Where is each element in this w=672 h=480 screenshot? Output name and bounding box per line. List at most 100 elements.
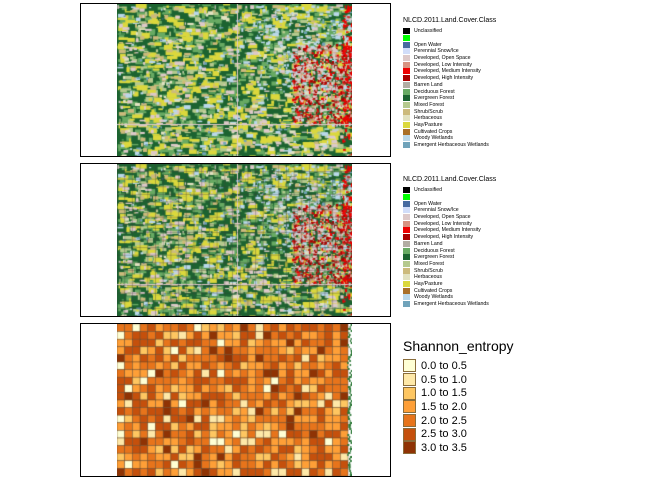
landcover-grid-legend: NLCD.2011.Land.Cover.Class Unclassified O…	[403, 175, 497, 308]
landcover-grid-legend-swatch	[403, 260, 410, 267]
landcover-legend-label: Unclassified	[414, 28, 442, 35]
landcover-grid-legend-label: Developed, High Intensity	[414, 234, 474, 241]
landcover-legend-swatch	[403, 108, 410, 115]
entropy-legend-swatch	[403, 427, 416, 441]
landcover-grid-legend-item: Developed, Open Space	[403, 214, 496, 221]
landcover-grid-legend-item: Hay/Pasture	[403, 280, 496, 288]
entropy-legend-label: 0.0 to 0.5	[421, 359, 467, 372]
landcover-grid-legend-item: Perennial Snow/Ice	[403, 207, 496, 214]
entropy-legend-item: 0.5 to 1.0	[403, 373, 514, 387]
entropy-legend-item: 2.0 to 2.5	[403, 414, 514, 428]
entropy-legend-item: 1.5 to 2.0	[403, 400, 514, 414]
entropy-grid	[117, 324, 352, 476]
landcover-legend-swatch	[403, 142, 410, 149]
landcover-legend-swatch	[403, 115, 410, 122]
landcover-legend-swatch	[403, 48, 410, 55]
landcover-legend-label: Developed, Open Space	[414, 55, 471, 62]
landcover-legend-item: Deciduous Forest	[403, 88, 496, 95]
landcover-grid-legend-swatch	[403, 254, 410, 261]
landcover-legend-swatch	[403, 121, 410, 128]
landcover-legend-label: Mixed Forest	[414, 101, 444, 108]
landcover-grid-legend-item: Shrub/Scrub	[403, 267, 496, 274]
landcover-grid-legend-label: Herbaceous	[414, 274, 442, 281]
landcover-legend-swatch	[403, 128, 410, 135]
landcover-grid-legend-label: Shrub/Scrub	[414, 267, 443, 274]
landcover-grid-legend-label: Barren Land	[414, 240, 443, 247]
landcover-grid-legend-swatch	[403, 187, 410, 194]
landcover-legend-item: Barren Land	[403, 81, 496, 89]
landcover-legend-item: Shrub/Scrub	[403, 108, 496, 115]
landcover-grid-legend-label: Open Water	[414, 200, 442, 207]
landcover-grid-legend-swatch	[403, 214, 410, 221]
landcover-legend-swatch	[403, 68, 410, 75]
landcover-grid-legend-swatch	[403, 240, 410, 247]
landcover-legend-item: Emergent Herbaceous Wetlands	[403, 142, 496, 149]
landcover-grid-legend-item: Deciduous Forest	[403, 247, 496, 254]
entropy-legend-swatch	[403, 400, 416, 414]
landcover-legend-item: Developed, Open Space	[403, 55, 496, 62]
entropy-legend-swatch	[403, 373, 416, 387]
landcover-legend-swatch	[403, 41, 410, 48]
landcover-legend-item	[403, 35, 496, 42]
landcover-legend-swatch	[403, 55, 410, 62]
landcover-grid-legend-label: Mixed Forest	[414, 260, 444, 267]
entropy-legend-item: 1.0 to 1.5	[403, 386, 514, 400]
landcover-grid-legend-label: Evergreen Forest	[414, 254, 455, 261]
landcover-grid-legend-label: Deciduous Forest	[414, 247, 455, 254]
landcover-legend-label: Woody Wetlands	[414, 135, 454, 142]
landcover-legend-swatch	[403, 88, 410, 95]
landcover-legend-item: Hay/Pasture	[403, 121, 496, 129]
entropy-legend-label: 3.0 to 3.5	[421, 441, 467, 454]
landcover-grid-legend-swatch	[403, 220, 410, 227]
entropy-legend-item: 2.5 to 3.0	[403, 427, 514, 441]
landcover-map-panel	[80, 3, 391, 157]
entropy-legend-label: 2.0 to 2.5	[421, 414, 467, 427]
landcover-legend-items: Unclassified Open Water Perennial Snow/Ice…	[403, 28, 496, 149]
landcover-legend-item: Developed, Medium Intensity	[403, 68, 496, 75]
landcover-legend-item: Evergreen Forest	[403, 95, 496, 102]
landcover-legend-item: Herbaceous	[403, 115, 496, 122]
entropy-legend-swatch	[403, 359, 416, 373]
entropy-legend-label: 0.5 to 1.0	[421, 373, 467, 386]
landcover-legend-item: Developed, High Intensity	[403, 75, 496, 82]
landcover-grid-legend-item: Developed, Medium Intensity	[403, 227, 496, 234]
landcover-legend-label: Emergent Herbaceous Wetlands	[414, 142, 489, 149]
landcover-grid-legend-swatch	[403, 247, 410, 254]
landcover-grid-legend-items: Unclassified Open Water Perennial Snow/Ice…	[403, 187, 496, 308]
landcover-grid-legend-item: Woody Wetlands	[403, 294, 496, 301]
landcover-legend-item: Woody Wetlands	[403, 135, 496, 142]
landcover-legend-label: Developed, Low Intensity	[414, 61, 472, 68]
entropy-legend: Shannon_entropy 0.0 to 0.5 0.5 to 1.0 1.0 …	[403, 337, 514, 455]
landcover-legend-label: Cultivated Crops	[414, 128, 453, 135]
landcover-legend-swatch	[403, 81, 410, 88]
landcover-legend-label: Perennial Snow/Ice	[414, 48, 459, 55]
landcover-raster	[117, 4, 352, 156]
landcover-grid-legend-swatch	[403, 267, 410, 274]
landcover-legend-swatch	[403, 101, 410, 108]
landcover-grid-legend-item: Cultivated Crops	[403, 287, 496, 294]
landcover-grid-legend-title: NLCD.2011.Land.Cover.Class	[403, 176, 497, 183]
landcover-legend-label: Hay/Pasture	[414, 121, 443, 128]
landcover-legend-item: Unclassified	[403, 28, 496, 35]
landcover-grid-panel	[80, 163, 391, 317]
landcover-grid-legend-swatch	[403, 207, 410, 214]
landcover-legend-item: Developed, Low Intensity	[403, 61, 496, 68]
landcover-grid-legend-label: Cultivated Crops	[414, 287, 453, 294]
landcover-legend-swatch	[403, 75, 410, 82]
landcover-legend-label: Deciduous Forest	[414, 88, 455, 95]
entropy-legend-items: 0.0 to 0.5 0.5 to 1.0 1.0 to 1.5 1.5 to 2.0…	[403, 359, 514, 455]
landcover-grid-legend-swatch	[403, 234, 410, 241]
landcover-grid-legend-label: Developed, Open Space	[414, 214, 471, 221]
landcover-grid-legend-item: Open Water	[403, 200, 496, 207]
landcover-grid-legend-swatch	[403, 194, 410, 201]
landcover-legend-label: Herbaceous	[414, 115, 442, 122]
landcover-legend-title: NLCD.2011.Land.Cover.Class	[403, 17, 497, 24]
landcover-grid-legend-label: Developed, Low Intensity	[414, 220, 472, 227]
landcover-legend-item: Mixed Forest	[403, 101, 496, 109]
landcover-legend-item: Cultivated Crops	[403, 128, 496, 135]
landcover-grid-legend-item: Herbaceous	[403, 274, 496, 281]
landcover-legend-swatch	[403, 135, 410, 142]
landcover-legend-label: Open Water	[414, 41, 442, 48]
landcover-grid-legend-swatch	[403, 280, 410, 287]
landcover-grid-legend-item: Barren Land	[403, 240, 496, 248]
